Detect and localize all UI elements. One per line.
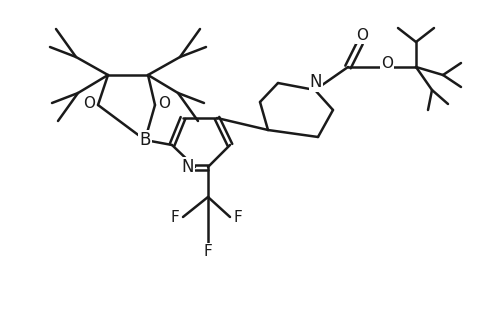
Text: F: F	[204, 243, 212, 259]
Text: O: O	[158, 96, 170, 112]
Text: F: F	[170, 209, 179, 225]
Text: O: O	[83, 96, 95, 112]
Text: B: B	[140, 131, 150, 149]
Text: O: O	[381, 56, 393, 72]
Text: N: N	[310, 73, 322, 91]
Text: N: N	[182, 158, 194, 176]
Text: F: F	[234, 209, 242, 225]
Text: O: O	[356, 28, 368, 43]
